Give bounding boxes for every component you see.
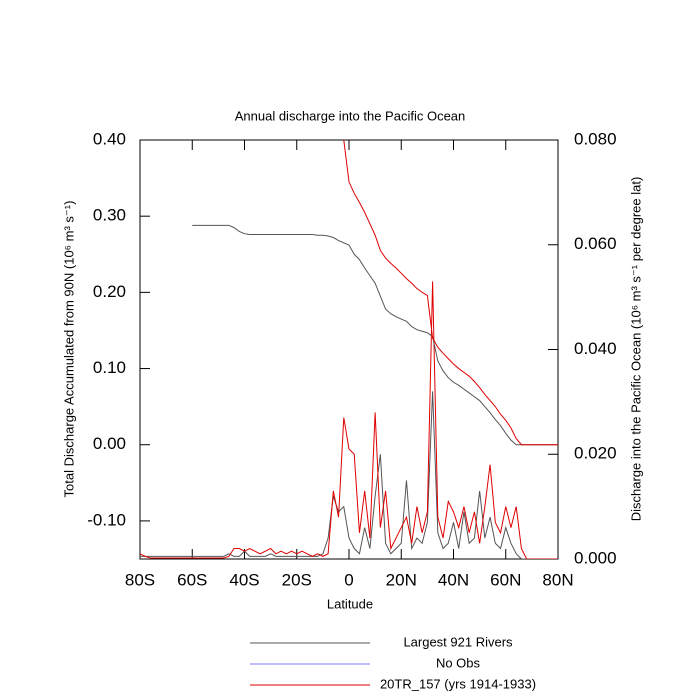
legend-label: Largest 921 Rivers <box>403 634 513 649</box>
accumulated-line <box>192 224 558 446</box>
x-tick-label: 60N <box>490 570 521 589</box>
y-tick-label: 0.40 <box>93 129 126 148</box>
discharge-line <box>140 281 558 559</box>
discharge-line <box>140 391 558 559</box>
y-axis-label: Total Discharge Accumulated from 90N (10… <box>61 201 76 498</box>
legend-label: 20TR_157 (yrs 1914-1933) <box>380 676 536 691</box>
y2-axis-label: Discharge into the Pacific Ocean (10⁶ m³… <box>628 177 643 522</box>
x-tick-label: 40N <box>438 570 469 589</box>
x-axis-label: Latitude <box>327 596 373 611</box>
x-tick-label: 0 <box>344 570 353 589</box>
y-tick-label: 0.00 <box>93 434 126 453</box>
x-tick-label: 40S <box>229 570 259 589</box>
legend-label: No Obs <box>436 655 481 670</box>
y2-tick-label: 0.000 <box>574 548 617 567</box>
y2-tick-label: 0.060 <box>574 234 617 253</box>
x-tick-label: 80S <box>125 570 155 589</box>
plot-frame <box>139 139 559 560</box>
y-tick-label: 0.20 <box>93 282 126 301</box>
y2-tick-label: 0.020 <box>574 444 617 463</box>
chart-title: Annual discharge into the Pacific Ocean <box>235 108 466 123</box>
x-tick-label: 80N <box>542 570 573 589</box>
y-tick-label: 0.30 <box>93 206 126 225</box>
x-tick-label: 60S <box>177 570 207 589</box>
x-tick-label: 20N <box>386 570 417 589</box>
y-tick-label: -0.10 <box>87 510 126 529</box>
x-tick-label: 20S <box>282 570 312 589</box>
y2-tick-label: 0.040 <box>574 339 617 358</box>
accumulated-line <box>343 140 558 446</box>
y-tick-label: 0.10 <box>93 358 126 377</box>
y2-tick-label: 0.080 <box>574 129 617 148</box>
